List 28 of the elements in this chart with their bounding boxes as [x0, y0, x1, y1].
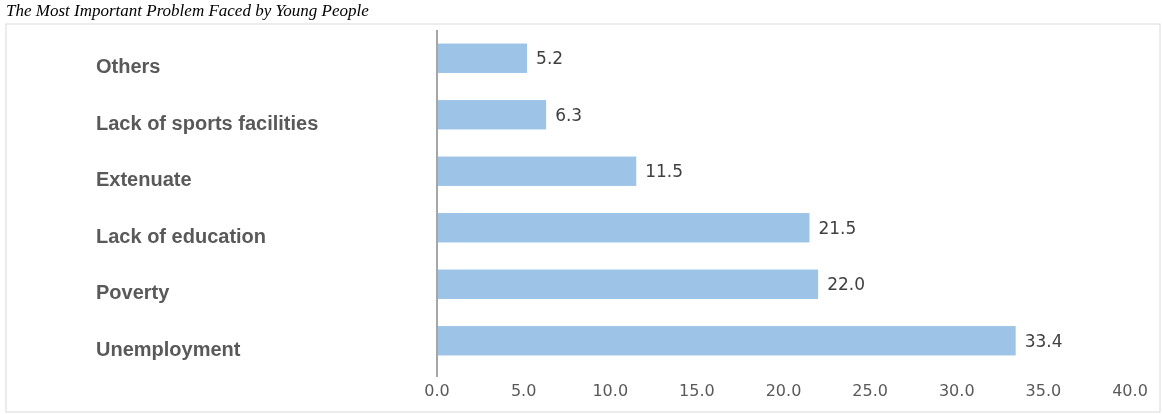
data-label: 22.0 [827, 274, 866, 295]
bar [437, 156, 637, 186]
y-tick-label: Lack of education [96, 224, 267, 247]
bar [437, 213, 810, 243]
bar [437, 326, 1016, 356]
x-tick-label: 40.0 [1112, 381, 1148, 400]
x-tick-label: 5.0 [510, 381, 537, 400]
y-tick-label: Unemployment [96, 337, 241, 360]
y-tick-label: Lack of sports facilities [96, 111, 319, 134]
data-label: 11.5 [645, 161, 684, 182]
y-tick-label: Others [96, 55, 161, 78]
x-tick-label: 0.0 [424, 381, 450, 400]
x-tick-label: 25.0 [852, 381, 888, 400]
x-tick-label: 10.0 [592, 381, 629, 400]
y-tick-label: Extenuate [96, 168, 192, 191]
x-tick-label: 15.0 [679, 381, 715, 400]
data-label: 5.2 [536, 48, 564, 69]
data-label: 6.3 [555, 104, 583, 125]
y-tick-label: Poverty [96, 281, 171, 304]
bar [437, 43, 528, 73]
x-tick-label: 30.0 [938, 381, 975, 400]
data-label: 33.4 [1024, 330, 1063, 351]
bar [437, 100, 547, 130]
data-label: 21.5 [818, 217, 857, 238]
x-tick-label: 20.0 [765, 381, 802, 400]
bar [437, 269, 819, 299]
text: The Most Important Problem Faced by Young People [6, 1, 370, 20]
x-tick-label: 35.0 [1025, 381, 1062, 400]
